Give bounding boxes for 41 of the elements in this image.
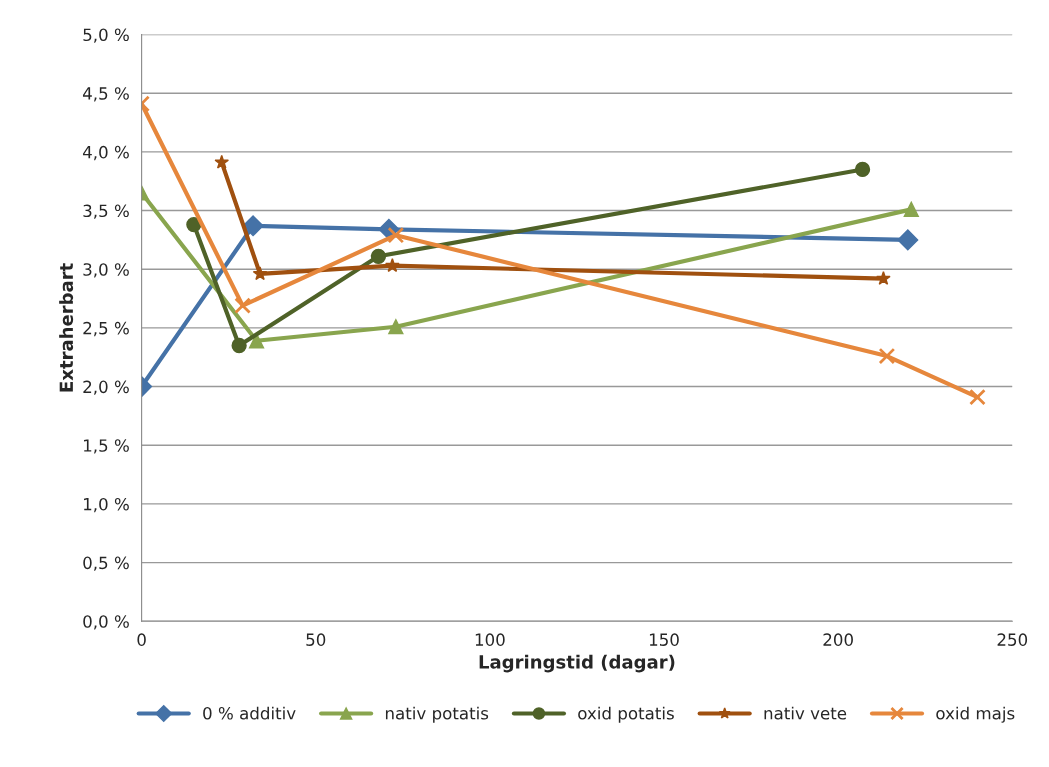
legend-label: nativ potatis <box>385 706 489 723</box>
point <box>385 258 400 273</box>
y-tick-label: 2,5 % <box>83 321 129 337</box>
y-axis-title: Extraherbart <box>59 263 74 392</box>
point <box>252 266 268 281</box>
x-tick-label: 200 <box>823 633 853 646</box>
point <box>878 347 896 365</box>
x-tick-label: 0 <box>137 633 146 646</box>
x-axis-title: Lagringstid (dagar) <box>479 654 675 673</box>
point <box>248 333 265 349</box>
y-tick-label: 4,5 % <box>82 87 129 102</box>
point <box>854 161 871 178</box>
point <box>387 226 405 244</box>
point <box>897 229 919 251</box>
point <box>234 297 251 314</box>
point <box>969 388 986 406</box>
y-tick-label: 4,0 % <box>82 145 129 161</box>
point <box>186 216 202 233</box>
y-tick-label: 1,0 % <box>84 497 129 513</box>
point <box>242 215 264 237</box>
point <box>231 337 247 354</box>
point <box>388 319 404 335</box>
legend-label: 0 % additiv <box>203 706 296 720</box>
x-tick-label: 250 <box>997 633 1028 646</box>
point <box>370 248 387 264</box>
point <box>903 201 919 218</box>
legend-label: oxid majs <box>936 706 1015 723</box>
x-tick-label: 150 <box>649 633 679 646</box>
y-tick-label: 5,0 % <box>83 28 129 43</box>
y-tick-label: 0,0 % <box>83 615 129 630</box>
x-tick-label: 50 <box>306 633 326 646</box>
legend-label: oxid potatis <box>578 706 674 723</box>
point <box>876 270 891 285</box>
point <box>214 154 230 169</box>
y-tick-label: 0,5 % <box>83 556 129 571</box>
y-tick-label: 3,0 % <box>83 263 129 278</box>
legend-label: nativ vete <box>764 706 847 720</box>
y-tick-label: 1,5 % <box>84 439 129 454</box>
x-tick-label: 100 <box>475 633 505 646</box>
y-tick-label: 2,0 % <box>83 380 129 395</box>
y-tick-label: 3,5 % <box>83 204 129 219</box>
